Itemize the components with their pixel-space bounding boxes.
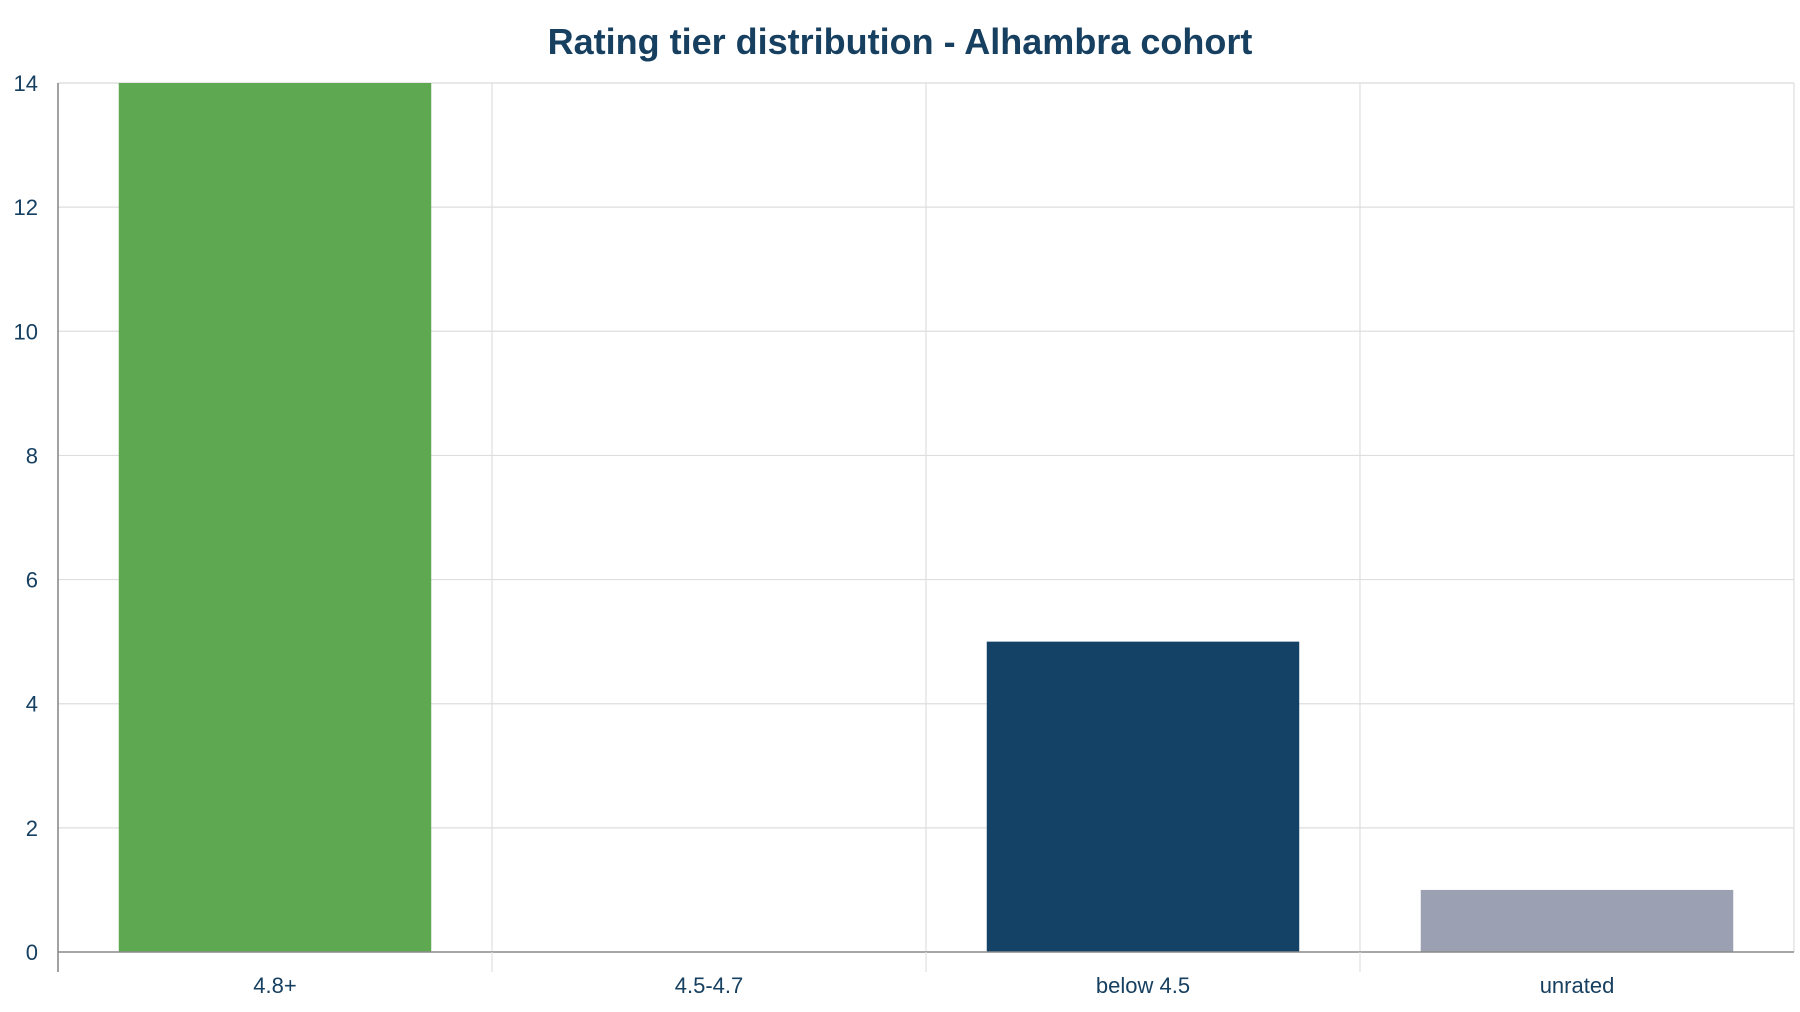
y-tick-label: 6 — [26, 568, 38, 593]
x-tick-label: unrated — [1540, 973, 1615, 998]
y-tick-label: 8 — [26, 443, 38, 468]
x-tick-label: below 4.5 — [1096, 973, 1190, 998]
x-tick-label: 4.5-4.7 — [675, 973, 744, 998]
bar — [118, 83, 432, 952]
bars — [118, 83, 1734, 952]
y-tick-label: 14 — [14, 71, 38, 96]
axes — [57, 83, 1794, 972]
y-tick-label: 10 — [14, 319, 38, 344]
y-tick-label: 4 — [26, 692, 38, 717]
x-tick-label: 4.8+ — [253, 973, 296, 998]
y-tick-label: 12 — [14, 195, 38, 220]
y-axis-ticks: 0 2 4 6 8 10 12 14 — [14, 71, 38, 965]
x-axis-ticks: 4.8+ 4.5-4.7 below 4.5 unrated — [253, 973, 1614, 998]
y-tick-label: 2 — [26, 816, 38, 841]
chart-title: Rating tier distribution - Alhambra coho… — [548, 21, 1253, 62]
bar — [986, 641, 1300, 952]
bar — [1420, 889, 1734, 952]
y-tick-label: 0 — [26, 940, 38, 965]
